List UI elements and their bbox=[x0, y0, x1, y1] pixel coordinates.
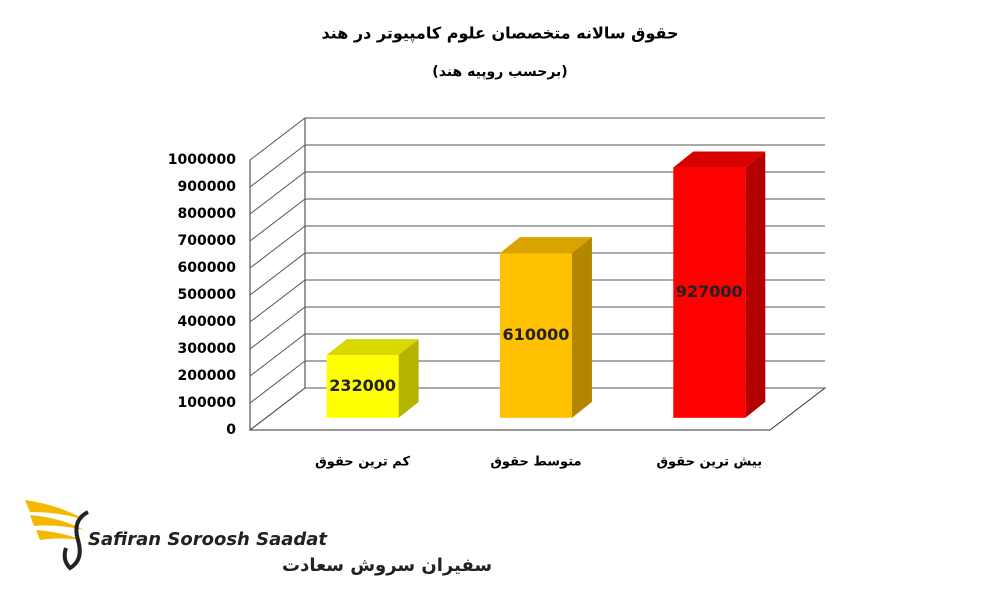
x-tick-label: کم ترین حقوق bbox=[315, 455, 410, 470]
grid-line bbox=[249, 144, 825, 188]
logo-name-en: Safiran Soroosh Saadat bbox=[88, 529, 328, 550]
y-tick-label: 300000 bbox=[178, 341, 237, 357]
bar-top bbox=[673, 151, 766, 168]
chart-subtitle: (برحسب روپیه هند) bbox=[432, 64, 567, 80]
x-tick-label: متوسط حقوق bbox=[490, 455, 581, 470]
grid-line bbox=[249, 198, 825, 242]
logo-wing bbox=[25, 500, 85, 540]
data-label: 232000 bbox=[329, 376, 396, 395]
grid-line bbox=[249, 306, 825, 350]
data-label: 610000 bbox=[503, 325, 570, 344]
y-tick-label: 0 bbox=[226, 422, 236, 438]
x-tick-label: بیش ترین حقوق bbox=[656, 455, 762, 470]
bar bbox=[673, 167, 746, 418]
bar-side bbox=[745, 151, 766, 418]
logo-bird bbox=[62, 510, 89, 571]
y-tick-label: 800000 bbox=[178, 206, 237, 222]
grid-line bbox=[249, 333, 825, 377]
logo: Safiran Soroosh Saadat سفیران سروش سعادت bbox=[25, 500, 492, 576]
grid-line bbox=[249, 252, 825, 296]
bar bbox=[326, 355, 399, 418]
bar-top bbox=[499, 237, 592, 254]
bar-side bbox=[398, 339, 419, 418]
logo-name-fa: سفیران سروش سعادت bbox=[282, 555, 492, 576]
chart-title: حقوق سالانه متخصصان علوم کامپیوتر در هند bbox=[321, 24, 678, 44]
y-tick-label: 1000000 bbox=[168, 152, 236, 168]
y-tick-label: 900000 bbox=[178, 179, 237, 195]
y-tick-label: 600000 bbox=[178, 260, 237, 276]
bar-top bbox=[326, 339, 419, 356]
grid-line bbox=[249, 387, 825, 431]
y-tick-label: 200000 bbox=[178, 368, 237, 384]
bar-side bbox=[571, 237, 592, 418]
grid-line bbox=[249, 117, 825, 161]
bar bbox=[499, 253, 572, 418]
grid-line bbox=[249, 279, 825, 323]
grid-line bbox=[249, 171, 825, 215]
y-tick-label: 700000 bbox=[178, 233, 237, 249]
y-tick-label: 500000 bbox=[178, 287, 237, 303]
data-label: 927000 bbox=[676, 282, 743, 301]
grid-line bbox=[249, 225, 825, 269]
grid-line bbox=[249, 360, 825, 404]
y-tick-label: 400000 bbox=[178, 314, 237, 330]
y-tick-label: 100000 bbox=[178, 395, 237, 411]
